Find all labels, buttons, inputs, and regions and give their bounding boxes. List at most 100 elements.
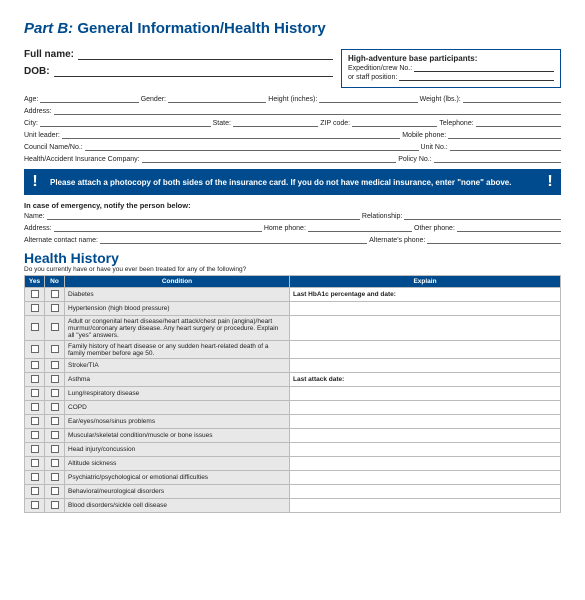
no-checkbox[interactable] <box>45 443 65 457</box>
address-label: Address: <box>24 108 52 115</box>
address-input[interactable] <box>54 108 561 115</box>
weight-label: Weight (lbs.): <box>420 96 461 103</box>
zip-input[interactable] <box>352 120 437 127</box>
health-history-title: Health History <box>24 250 561 266</box>
no-checkbox[interactable] <box>45 471 65 485</box>
yes-checkbox[interactable] <box>25 387 45 401</box>
yes-checkbox[interactable] <box>25 288 45 302</box>
yes-checkbox[interactable] <box>25 471 45 485</box>
ins-input[interactable] <box>142 156 397 163</box>
e-ap-input[interactable] <box>427 237 561 244</box>
title-rest: General Information/Health History <box>73 20 326 37</box>
yes-checkbox[interactable] <box>25 415 45 429</box>
line-leader: Unit leader:Mobile phone: <box>24 132 561 139</box>
e-op-input[interactable] <box>457 225 561 232</box>
no-checkbox[interactable] <box>45 373 65 387</box>
explain-cell[interactable] <box>290 316 561 341</box>
line-council: Council Name/No.:Unit No.: <box>24 144 561 151</box>
yes-checkbox[interactable] <box>25 341 45 359</box>
yes-checkbox[interactable] <box>25 429 45 443</box>
yes-checkbox[interactable] <box>25 443 45 457</box>
explain-cell[interactable] <box>290 341 561 359</box>
age-input[interactable] <box>40 96 138 103</box>
no-checkbox[interactable] <box>45 499 65 513</box>
e-addr-input[interactable] <box>54 225 262 232</box>
unit-input[interactable] <box>450 144 561 151</box>
yes-checkbox[interactable] <box>25 499 45 513</box>
dob-input[interactable] <box>54 67 333 77</box>
state-input[interactable] <box>233 120 318 127</box>
no-checkbox[interactable] <box>45 387 65 401</box>
explain-cell[interactable] <box>290 359 561 373</box>
yes-checkbox[interactable] <box>25 457 45 471</box>
yes-checkbox[interactable] <box>25 302 45 316</box>
city-input[interactable] <box>40 120 211 127</box>
no-checkbox[interactable] <box>45 316 65 341</box>
council-input[interactable] <box>85 144 419 151</box>
yes-checkbox[interactable] <box>25 401 45 415</box>
staff-input[interactable] <box>399 74 554 81</box>
table-row: Adult or congenital heart disease/heart … <box>25 316 561 341</box>
condition-cell: Blood disorders/sickle cell disease <box>65 499 290 513</box>
expedition-input[interactable] <box>414 65 554 72</box>
yes-checkbox[interactable] <box>25 316 45 341</box>
explain-cell[interactable]: Last attack date: <box>290 373 561 387</box>
no-checkbox[interactable] <box>45 429 65 443</box>
explain-cell[interactable] <box>290 429 561 443</box>
explain-cell[interactable] <box>290 387 561 401</box>
policy-label: Policy No.: <box>398 156 431 163</box>
weight-input[interactable] <box>463 96 561 103</box>
no-checkbox[interactable] <box>45 457 65 471</box>
table-row: Behavioral/neurological disorders <box>25 485 561 499</box>
top-row: Full name: DOB: High-adventure base part… <box>24 49 561 88</box>
table-row: DiabetesLast HbA1c percentage and date: <box>25 288 561 302</box>
table-row: Muscular/skeletal condition/muscle or bo… <box>25 429 561 443</box>
full-name-label: Full name: <box>24 49 74 60</box>
no-checkbox[interactable] <box>45 485 65 499</box>
explain-cell[interactable] <box>290 499 561 513</box>
explain-cell[interactable] <box>290 485 561 499</box>
explain-cell[interactable] <box>290 415 561 429</box>
e-alt-input[interactable] <box>100 237 367 244</box>
yes-checkbox[interactable] <box>25 373 45 387</box>
full-name-input[interactable] <box>78 50 333 60</box>
e-addr-label: Address: <box>24 225 52 232</box>
no-checkbox[interactable] <box>45 359 65 373</box>
mobile-input[interactable] <box>448 132 561 139</box>
condition-cell: Ear/eyes/nose/sinus problems <box>65 415 290 429</box>
yes-checkbox[interactable] <box>25 485 45 499</box>
th-yes: Yes <box>25 276 45 288</box>
tel-input[interactable] <box>476 120 561 127</box>
condition-cell: Head injury/concussion <box>65 443 290 457</box>
explain-cell[interactable] <box>290 401 561 415</box>
yes-checkbox[interactable] <box>25 359 45 373</box>
age-label: Age: <box>24 96 38 103</box>
table-header-row: Yes No Condition Explain <box>25 276 561 288</box>
e-name-input[interactable] <box>47 213 360 220</box>
leader-input[interactable] <box>62 132 400 139</box>
explain-cell[interactable] <box>290 457 561 471</box>
policy-input[interactable] <box>434 156 561 163</box>
no-checkbox[interactable] <box>45 401 65 415</box>
line-age: Age:Gender:Height (inches):Weight (lbs.)… <box>24 96 561 103</box>
leader-label: Unit leader: <box>24 132 60 139</box>
condition-cell: COPD <box>65 401 290 415</box>
explain-cell[interactable]: Last HbA1c percentage and date: <box>290 288 561 302</box>
height-input[interactable] <box>319 96 417 103</box>
explain-cell[interactable] <box>290 443 561 457</box>
e-rel-input[interactable] <box>404 213 561 220</box>
e-ap-label: Alternate's phone: <box>369 237 425 244</box>
dob-label: DOB: <box>24 66 50 77</box>
explain-cell[interactable] <box>290 471 561 485</box>
no-checkbox[interactable] <box>45 302 65 316</box>
explain-cell[interactable] <box>290 302 561 316</box>
gender-input[interactable] <box>168 96 266 103</box>
no-checkbox[interactable] <box>45 288 65 302</box>
e-alt: Alternate contact name:Alternate's phone… <box>24 237 561 244</box>
table-row: Altitude sickness <box>25 457 561 471</box>
no-checkbox[interactable] <box>45 415 65 429</box>
e-hp-input[interactable] <box>308 225 412 232</box>
no-checkbox[interactable] <box>45 341 65 359</box>
expedition-label: Expedition/crew No.: <box>348 65 412 72</box>
staff-row: or staff position: <box>348 74 554 81</box>
